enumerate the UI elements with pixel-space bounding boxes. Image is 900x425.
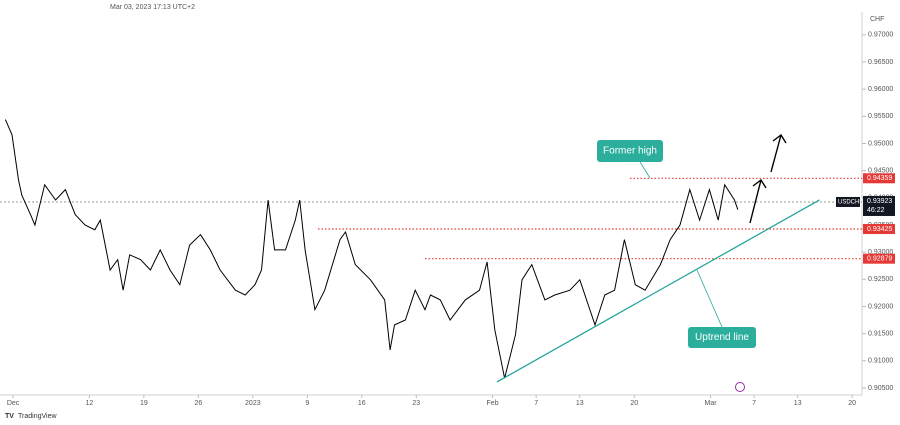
arrow-head <box>752 178 767 189</box>
event-icon <box>735 382 745 392</box>
annotation-pointer <box>696 269 723 328</box>
symbol-label: USDCHF <box>838 200 863 206</box>
annotation-label: Uptrend line <box>695 332 749 343</box>
x-tick-label: Mar <box>704 400 717 407</box>
y-tick-label: 0.96500 <box>868 59 893 66</box>
arrow-shaft <box>770 134 782 173</box>
annotation-pointer <box>639 161 651 179</box>
level-tag <box>863 253 895 264</box>
level-tag <box>863 224 895 235</box>
x-tick-label: 16 <box>358 400 366 407</box>
x-tick-label: 2023 <box>245 400 261 407</box>
x-tick-label: 12 <box>85 400 93 407</box>
annotation-box <box>688 327 756 348</box>
arrow-head <box>772 133 787 144</box>
y-tick-label: 0.95000 <box>868 140 893 147</box>
y-tick-label: 0.95500 <box>868 113 893 120</box>
level-label: 0.94359 <box>867 175 892 182</box>
y-tick-label: 0.90500 <box>868 385 893 392</box>
last-price-label: 0.93923 <box>867 198 892 205</box>
countdown: 46:22 <box>867 207 885 214</box>
y-tick-label: 0.94500 <box>868 167 893 174</box>
x-tick-label: Feb <box>487 400 499 407</box>
x-tick-label: 13 <box>794 400 802 407</box>
y-tick-label: 0.92500 <box>868 276 893 283</box>
x-tick-label: 20 <box>630 400 638 407</box>
x-tick-label: Dec <box>7 400 20 407</box>
timestamp: Mar 03, 2023 17:13 UTC+2 <box>110 4 195 11</box>
arrow-shaft <box>749 179 762 224</box>
y-tick-label: 0.96000 <box>868 86 893 93</box>
currency: CHF <box>870 16 884 23</box>
annotation-label: Former high <box>603 146 657 157</box>
last-price-tag <box>863 195 895 216</box>
level-label: 0.92879 <box>867 256 892 263</box>
x-tick-label: 7 <box>534 400 538 407</box>
x-tick-label: 26 <box>194 400 202 407</box>
y-tick-label: 0.97000 <box>868 32 893 39</box>
annotation-box <box>597 140 663 162</box>
x-tick-label: 13 <box>576 400 584 407</box>
x-tick-label: 20 <box>848 400 856 407</box>
x-tick-label: 7 <box>752 400 756 407</box>
y-tick-label: 0.92000 <box>868 303 893 310</box>
level-label: 0.93425 <box>867 226 892 233</box>
trendline <box>496 199 820 383</box>
brand-logo: TV <box>5 413 14 420</box>
y-tick-label: 0.91500 <box>868 330 893 337</box>
x-tick-label: 19 <box>140 400 148 407</box>
y-tick-label: 0.91000 <box>868 358 893 365</box>
level-tag <box>863 173 895 184</box>
y-tick-label: 0.93000 <box>868 249 893 256</box>
price-line <box>4 119 739 379</box>
x-tick-label: 9 <box>305 400 309 407</box>
x-tick-label: 23 <box>412 400 420 407</box>
symbol-tag <box>836 196 860 207</box>
brand: TradingView <box>18 413 57 420</box>
